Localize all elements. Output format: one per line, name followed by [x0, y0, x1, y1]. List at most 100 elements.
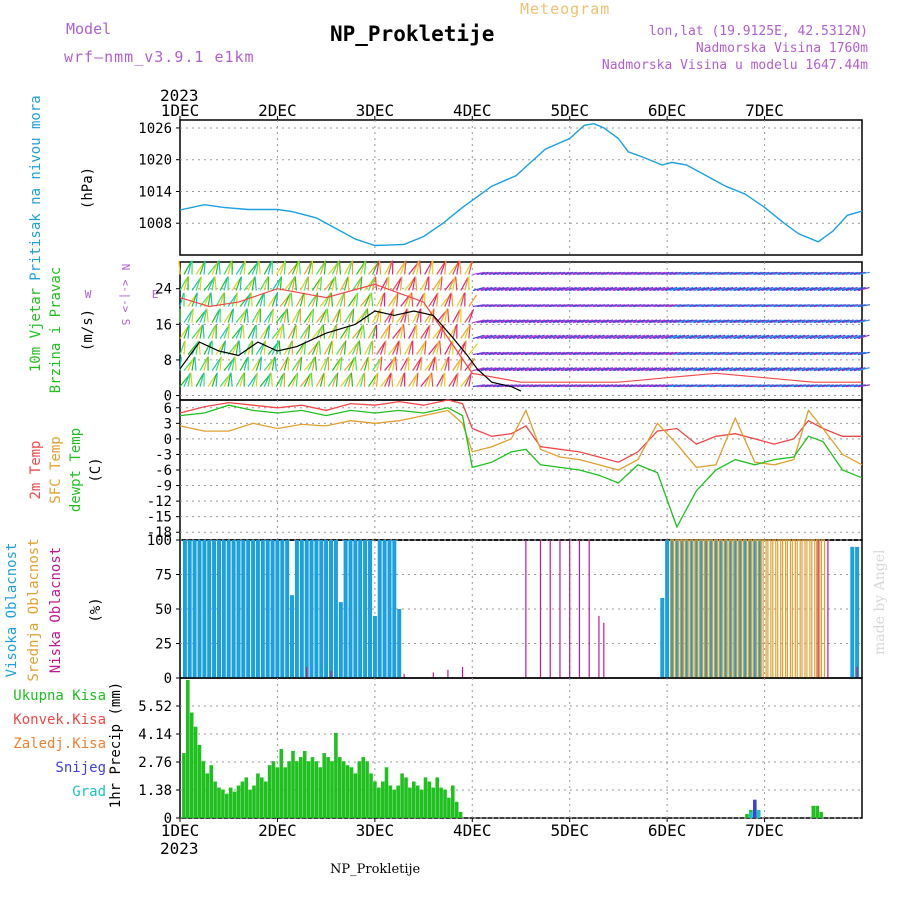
wind-barb — [857, 334, 870, 340]
cloud-mid-bar — [781, 539, 787, 679]
wind-barb — [378, 260, 382, 275]
wind-barb — [653, 334, 666, 340]
wind-barb — [488, 367, 501, 372]
wind-barb — [713, 351, 726, 356]
wind-barb — [187, 343, 198, 355]
wind-barb — [797, 351, 810, 356]
wind-barb — [287, 326, 296, 339]
wind-barb — [360, 358, 368, 371]
wind-barb — [496, 334, 509, 340]
top-year-label: 2023 — [160, 86, 199, 105]
wind-barb — [311, 341, 319, 355]
wind-barb — [833, 271, 846, 276]
wind-barb — [472, 319, 485, 324]
wind-barb — [649, 271, 662, 276]
wind-barb — [516, 319, 529, 324]
wind-barb — [733, 286, 746, 292]
wind-barb — [837, 319, 850, 324]
wind-barb — [335, 357, 342, 371]
cloud-high-bar — [329, 540, 333, 678]
wind-barb — [218, 260, 221, 275]
wind-barb — [452, 373, 458, 387]
wind-barb — [219, 326, 229, 339]
wind-barb — [484, 334, 497, 340]
wind-barb — [625, 319, 638, 324]
cloud-high-bar — [748, 540, 752, 678]
wind-barb — [653, 271, 666, 276]
wind-barb — [492, 319, 505, 324]
wind-barb — [705, 367, 718, 372]
wind-barb — [645, 271, 658, 276]
wind-barb — [761, 286, 774, 292]
precip-bar — [345, 765, 350, 818]
wind-barb — [725, 334, 738, 340]
wind-barb — [585, 351, 598, 356]
wind-barb — [637, 304, 650, 308]
wind-barb — [544, 351, 558, 356]
wind-barb — [432, 327, 442, 339]
wind-barb — [330, 292, 334, 307]
wind-barb — [247, 292, 252, 307]
wind-barb — [817, 319, 830, 324]
precip-bar — [302, 751, 307, 818]
bottom-date-tick-label: 6DEC — [648, 821, 687, 840]
wind-barb — [416, 260, 420, 275]
wind-barb — [560, 334, 573, 340]
wind-barb — [468, 309, 475, 323]
wind-barb — [701, 286, 714, 292]
wind-barb — [303, 373, 311, 387]
cloud-high-bar — [343, 540, 348, 678]
wind-barb — [669, 319, 682, 324]
cloud-high-bar — [660, 598, 665, 678]
wind-barb — [392, 278, 401, 291]
top-date-tick-label: 4DEC — [453, 101, 492, 120]
wind-barb — [327, 374, 337, 387]
wind-barb — [472, 271, 485, 276]
wind-barb — [849, 271, 862, 276]
wind-barb — [573, 271, 586, 276]
wind-barb — [307, 372, 312, 387]
wind-barb — [633, 286, 646, 292]
wind-barb — [464, 276, 469, 291]
wind-barb — [540, 351, 554, 356]
wind-barb — [271, 356, 276, 371]
wind-barb — [641, 286, 654, 292]
wind-barb — [440, 358, 449, 371]
wind-barb — [653, 351, 666, 356]
wind-axis-title: 10m Vjetar — [28, 288, 44, 372]
wind-barb — [428, 294, 437, 307]
wind-barb — [460, 326, 470, 339]
wind-barb — [347, 357, 355, 371]
wind-barb — [677, 334, 690, 340]
wind-barb — [829, 367, 842, 372]
wind-barb — [741, 271, 754, 276]
precip-bar — [431, 787, 436, 818]
wind-barb — [693, 319, 706, 324]
wind-barb — [199, 372, 205, 387]
wind-barb — [275, 340, 280, 355]
wind-barb — [649, 367, 662, 372]
wind-barb — [556, 319, 569, 324]
cloud-high-bar — [679, 540, 684, 678]
wind-barb — [392, 341, 399, 355]
wind-barb — [605, 367, 618, 372]
wind-barb — [318, 340, 322, 355]
wind-barb — [291, 276, 296, 291]
wind-barb — [444, 293, 452, 307]
wind-barb — [360, 295, 370, 307]
wind-barb — [617, 319, 630, 324]
wind-barb — [282, 324, 285, 339]
cloud-high-bar — [221, 540, 226, 678]
wind-barb — [813, 334, 826, 340]
wind-barb — [235, 374, 244, 387]
wind-barb — [271, 293, 278, 307]
wind-barb — [665, 286, 678, 292]
wind-barb — [460, 375, 470, 388]
wind-ytick-label: 24 — [155, 282, 172, 298]
wind-barb — [524, 351, 537, 356]
wind-barb — [444, 260, 447, 275]
wind-barb — [765, 286, 778, 292]
wind-barb — [211, 358, 221, 371]
cloud-high-bar — [728, 540, 733, 678]
